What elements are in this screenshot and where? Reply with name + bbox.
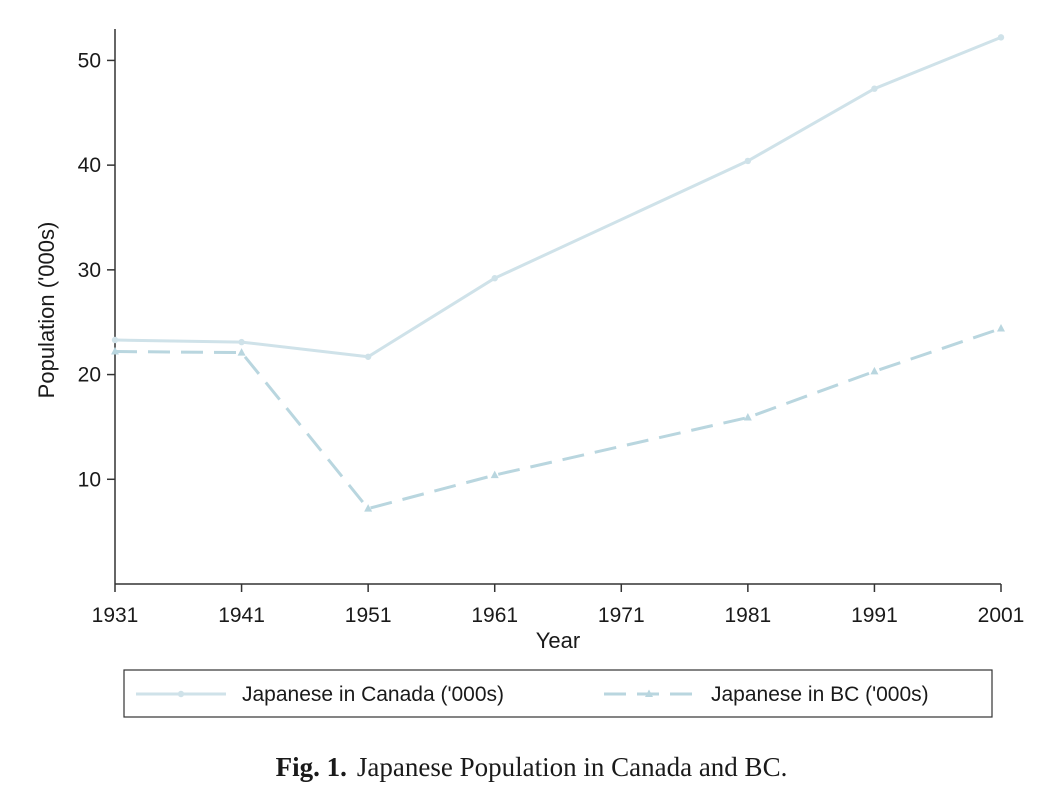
data-point [237, 348, 246, 356]
data-point [870, 366, 879, 375]
x-axis-ticks: 1931 1941 1951 1961 1971 1981 1991 2001 [92, 584, 1025, 627]
x-tick-label: 1991 [851, 604, 898, 627]
data-point [997, 323, 1005, 332]
legend-label-canada: Japanese in Canada ('000s) [242, 683, 504, 706]
y-tick-label: 10 [78, 468, 101, 491]
legend-label-bc: Japanese in BC ('000s) [711, 683, 929, 706]
data-point [490, 470, 499, 479]
figure-caption: Fig. 1. Japanese Population in Canada and… [0, 752, 1063, 783]
data-point [238, 338, 245, 346]
legend-marker [177, 690, 185, 698]
data-point [871, 85, 878, 92]
series-layer [111, 34, 1005, 512]
y-tick-label: 50 [78, 49, 101, 72]
figure-label: Fig. 1. [275, 752, 347, 782]
x-axis-title: Year [536, 628, 580, 653]
data-point [364, 353, 372, 360]
x-tick-label: 1931 [92, 604, 139, 627]
series-line [114, 327, 1002, 511]
x-tick-label: 1941 [218, 604, 265, 627]
x-tick-label: 2001 [978, 604, 1025, 627]
legend-box [123, 669, 993, 718]
x-tick-label: 1951 [345, 604, 392, 627]
y-axis-ticks: 10 20 30 40 50 [78, 49, 115, 491]
y-tick-label: 20 [78, 364, 101, 387]
x-tick-label: 1961 [471, 604, 518, 627]
legend-marker [645, 689, 653, 697]
line-chart: 10 20 30 40 50 1931 1941 1951 1961 1971 1981 1991 2… [34, 29, 1025, 718]
data-point [111, 336, 119, 344]
y-tick-label: 40 [78, 154, 101, 177]
legend-sample-canada [136, 690, 226, 698]
data-point [743, 413, 752, 421]
data-point [111, 347, 119, 355]
y-tick-label: 30 [78, 259, 101, 282]
data-point [364, 504, 373, 512]
x-tick-label: 1971 [598, 604, 645, 627]
series-bc [111, 323, 1005, 512]
data-point [744, 157, 752, 165]
series-line [114, 36, 1002, 359]
legend-sample-bc [604, 689, 694, 697]
y-axis-title: Population ('000s) [34, 222, 59, 399]
series-canada [111, 34, 1005, 360]
data-point [491, 275, 498, 282]
data-point [997, 34, 1005, 41]
legend: Japanese in Canada ('000s) Japanese in B… [123, 669, 993, 718]
x-tick-label: 1981 [724, 604, 771, 627]
figure-caption-text: Japanese Population in Canada and BC. [356, 752, 788, 782]
